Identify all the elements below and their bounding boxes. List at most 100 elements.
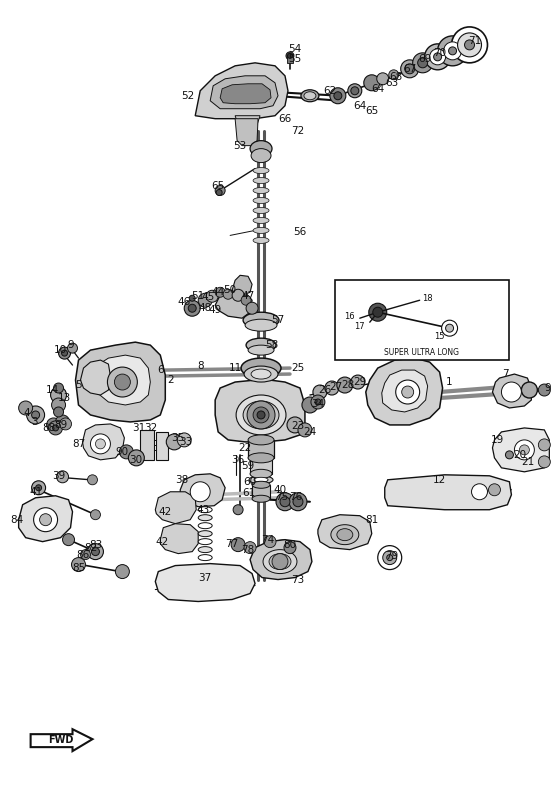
Circle shape [458, 33, 482, 57]
Text: 2: 2 [167, 375, 174, 385]
Circle shape [188, 304, 196, 312]
Text: 58: 58 [265, 340, 279, 350]
Circle shape [330, 88, 346, 104]
Polygon shape [385, 475, 511, 510]
Text: 6: 6 [157, 365, 164, 375]
Circle shape [244, 542, 256, 554]
Polygon shape [318, 515, 372, 550]
Text: 31: 31 [132, 423, 145, 433]
Circle shape [287, 417, 303, 433]
Text: FWD: FWD [48, 735, 73, 745]
Text: 24: 24 [304, 427, 316, 437]
Circle shape [472, 484, 488, 500]
Circle shape [449, 47, 456, 55]
Text: 37: 37 [199, 572, 212, 583]
Circle shape [87, 475, 97, 485]
Text: 65: 65 [365, 106, 379, 116]
Circle shape [55, 415, 69, 429]
Circle shape [233, 505, 243, 515]
Bar [252, 485, 270, 499]
Circle shape [198, 293, 212, 307]
Circle shape [351, 375, 365, 389]
Text: 12: 12 [433, 475, 446, 485]
Circle shape [54, 407, 63, 417]
Text: 46: 46 [178, 297, 191, 307]
Circle shape [59, 347, 71, 359]
Text: 81: 81 [365, 515, 379, 524]
Text: 42: 42 [158, 507, 172, 516]
Text: 32: 32 [144, 423, 157, 433]
Text: 21: 21 [521, 457, 534, 467]
Text: 42: 42 [156, 536, 169, 547]
Polygon shape [215, 290, 252, 318]
Circle shape [424, 44, 451, 70]
Bar [335, 281, 510, 360]
Circle shape [91, 510, 100, 520]
Ellipse shape [252, 495, 270, 502]
Circle shape [178, 433, 191, 447]
Ellipse shape [301, 90, 319, 102]
Ellipse shape [253, 218, 269, 223]
Polygon shape [250, 540, 312, 579]
Text: 71: 71 [468, 36, 481, 46]
Ellipse shape [263, 550, 297, 574]
Bar [156, 432, 168, 460]
Ellipse shape [198, 523, 212, 528]
Text: 33: 33 [180, 437, 193, 447]
Text: 13: 13 [58, 393, 71, 403]
Circle shape [389, 70, 399, 80]
Text: 3: 3 [31, 417, 38, 427]
Circle shape [521, 382, 538, 398]
Ellipse shape [250, 140, 272, 156]
Ellipse shape [253, 187, 269, 194]
Polygon shape [81, 360, 110, 395]
Circle shape [311, 395, 325, 409]
Polygon shape [366, 358, 442, 425]
Text: 34: 34 [311, 399, 325, 409]
Circle shape [364, 75, 380, 91]
Circle shape [298, 423, 312, 437]
Ellipse shape [244, 366, 278, 382]
Text: 63: 63 [385, 78, 398, 88]
Circle shape [81, 550, 91, 559]
Circle shape [442, 320, 458, 336]
Text: 56: 56 [293, 227, 306, 238]
Circle shape [253, 407, 269, 423]
Polygon shape [95, 355, 150, 405]
Circle shape [46, 418, 60, 432]
Circle shape [264, 536, 276, 548]
Ellipse shape [246, 338, 276, 352]
Circle shape [215, 287, 225, 297]
Circle shape [31, 411, 40, 419]
Ellipse shape [198, 515, 212, 520]
Text: 20: 20 [513, 450, 526, 460]
Circle shape [313, 385, 327, 399]
Polygon shape [232, 275, 252, 295]
Text: 47: 47 [241, 291, 255, 301]
Circle shape [62, 350, 68, 356]
Circle shape [348, 84, 362, 98]
Text: 67: 67 [403, 64, 416, 74]
Text: 59: 59 [241, 461, 255, 471]
Circle shape [257, 411, 265, 419]
Text: 9: 9 [67, 340, 74, 350]
Circle shape [520, 445, 529, 455]
Text: 80: 80 [283, 540, 297, 550]
Ellipse shape [241, 358, 281, 378]
Circle shape [444, 42, 461, 60]
Text: 19: 19 [491, 435, 504, 445]
Text: 75: 75 [276, 492, 288, 502]
Text: 82: 82 [84, 543, 97, 552]
Text: 50: 50 [223, 285, 237, 295]
Polygon shape [235, 116, 260, 131]
Ellipse shape [253, 207, 269, 214]
Ellipse shape [243, 401, 279, 429]
Circle shape [276, 493, 294, 511]
Ellipse shape [245, 319, 277, 332]
Circle shape [418, 58, 428, 68]
Circle shape [405, 64, 414, 74]
Ellipse shape [198, 555, 212, 560]
Text: SUPER ULTRA LONG: SUPER ULTRA LONG [384, 347, 459, 356]
Circle shape [373, 307, 382, 317]
Ellipse shape [252, 481, 270, 489]
